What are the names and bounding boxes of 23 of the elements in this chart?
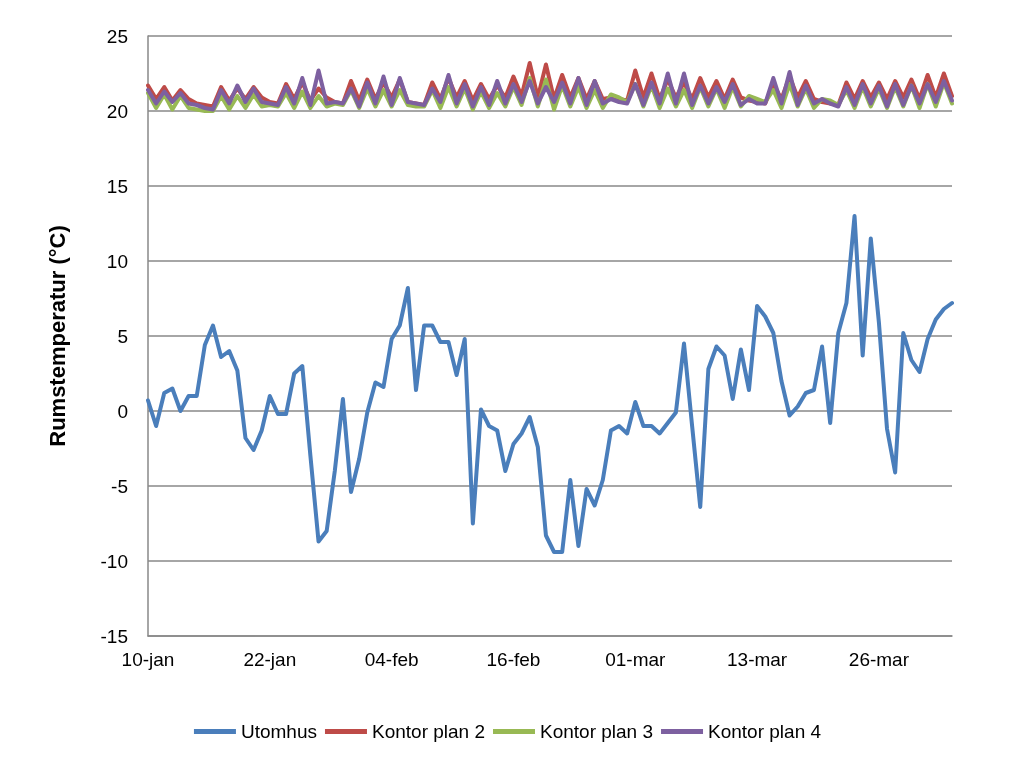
y-tick-label: 0 [117,400,128,422]
y-tick-label: -5 [111,475,128,497]
legend-label: Kontor plan 3 [540,721,654,742]
line-series [146,68,954,112]
y-tick-label: -10 [100,550,128,572]
y-axis-title: Rumstemperatur (°C) [44,225,70,447]
line-series [146,214,954,554]
legend-label: Utomhus [240,721,317,742]
legend-label: Kontor plan 2 [371,721,486,742]
y-tick-label: 20 [106,100,128,122]
y-tick-label: 5 [117,325,128,347]
y-tick-label: -15 [100,625,128,647]
x-tick-label: 01-mar [605,649,667,670]
y-tick-label: 10 [106,250,128,272]
legend-label: Kontor plan 4 [708,721,822,742]
x-tick-label: 10-jan [121,649,175,670]
x-tick-label: 26-mar [848,649,910,670]
x-tick-label: 22-jan [243,649,297,670]
y-tick-label: 25 [106,25,128,47]
x-tick-label: 13-mar [727,649,788,670]
x-tick-label: 16-feb [486,649,541,670]
x-tick-label: 04-feb [364,649,419,670]
y-tick-label: 15 [106,175,128,197]
